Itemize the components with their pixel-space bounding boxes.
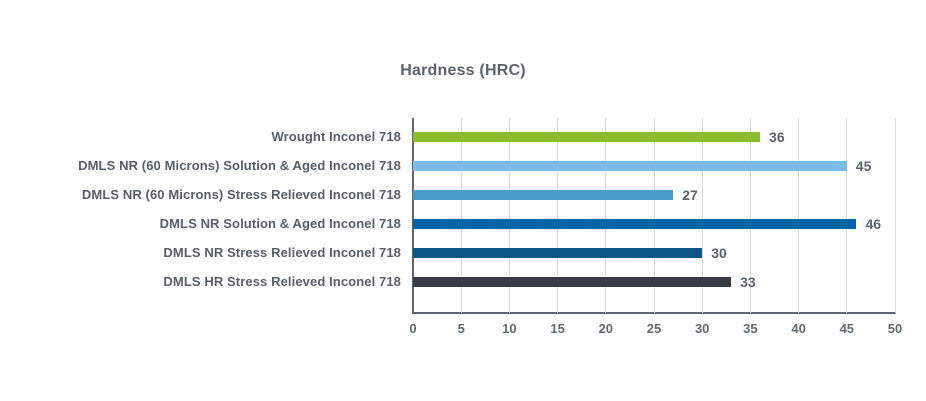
- category-label: DMLS NR (60 Microns) Stress Relieved Inc…: [81, 187, 401, 202]
- x-tick-label: 45: [839, 321, 855, 336]
- category-label: DMLS NR Solution & Aged Inconel 718: [159, 216, 401, 231]
- gridline: [508, 118, 510, 313]
- category-label: DMLS HR Stress Relieved Inconel 718: [163, 274, 401, 289]
- bar-value-label: 36: [769, 129, 785, 145]
- bar-value-label: 45: [855, 158, 872, 174]
- x-tick-label: 10: [502, 321, 517, 336]
- chart-title: Hardness (HRC): [400, 62, 526, 79]
- category-label: DMLS NR (60 Microns) Solution & Aged Inc…: [78, 158, 401, 173]
- gridline: [749, 118, 751, 313]
- gridline: [701, 118, 703, 313]
- bar-value-label: 46: [865, 216, 882, 232]
- plot-area: 36 45 27 46 30 33: [412, 118, 896, 314]
- bar-value-label: 27: [682, 187, 698, 203]
- x-tick-label: 40: [791, 321, 806, 336]
- bar: [413, 219, 857, 229]
- x-tick-label: 5: [457, 321, 465, 336]
- gridline: [894, 118, 896, 313]
- x-tick-label: 0: [409, 321, 417, 336]
- gridline: [798, 118, 800, 313]
- bar-value-label: 30: [711, 245, 727, 261]
- x-axis-line: [412, 312, 896, 314]
- bar: [413, 277, 732, 287]
- bar: [413, 190, 674, 200]
- gridline: [605, 118, 607, 313]
- bar: [413, 161, 847, 171]
- x-tick-label: 50: [887, 321, 903, 336]
- gridline: [653, 118, 655, 313]
- gridline: [460, 118, 462, 313]
- gridline: [557, 118, 559, 313]
- x-tick-label: 35: [743, 321, 758, 336]
- gridline: [846, 118, 848, 313]
- category-label: Wrought Inconel 718: [271, 129, 401, 144]
- x-tick-label: 30: [694, 321, 710, 336]
- x-tick-label: 20: [598, 321, 614, 336]
- y-axis-line: [412, 118, 414, 313]
- x-axis-tick-labels: 0 5 10 15 20 25 30 35 40 45 50: [409, 321, 902, 339]
- category-axis-labels: Wrought Inconel 718 DMLS NR (60 Microns) …: [0, 118, 413, 313]
- x-tick-label: 25: [646, 321, 662, 336]
- category-label: DMLS NR Stress Relieved Inconel 718: [163, 245, 401, 260]
- bar: [413, 248, 703, 258]
- bar-value-label: 33: [740, 274, 756, 290]
- bar: [413, 132, 761, 142]
- x-tick-label: 15: [550, 321, 565, 336]
